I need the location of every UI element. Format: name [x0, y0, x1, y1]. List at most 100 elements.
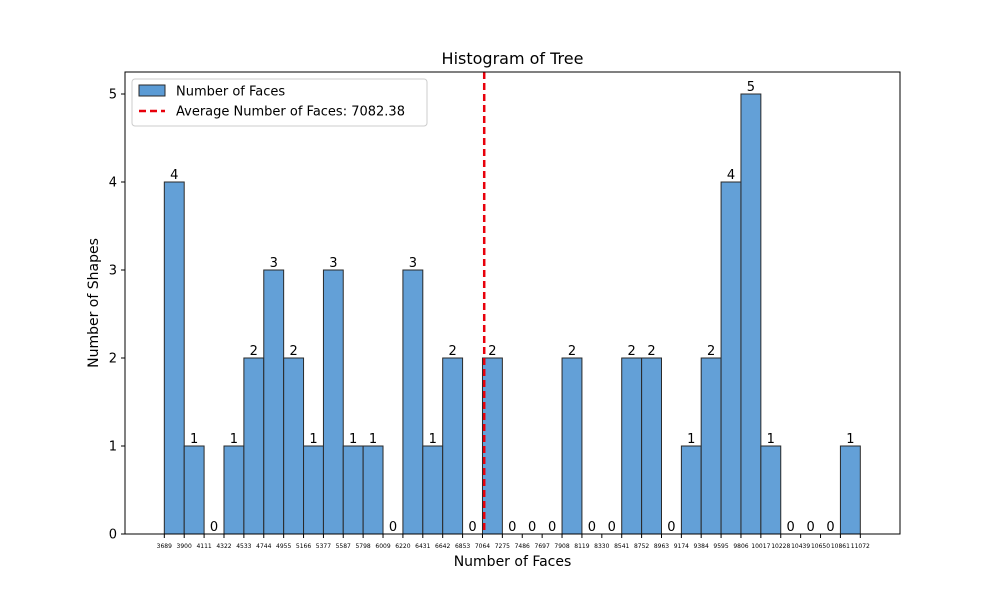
legend-bar-swatch: [138, 84, 166, 97]
bar-value-label: 3: [409, 256, 417, 271]
bar-value-label: 4: [727, 168, 735, 183]
x-tick-label: 10439: [791, 543, 810, 550]
x-tick-label: 7064: [475, 543, 490, 550]
bar-value-label: 0: [667, 520, 675, 535]
legend: Number of Faces Average Number of Faces:…: [131, 78, 428, 127]
x-tick-label: 3900: [177, 543, 192, 550]
bars-layer: [163, 93, 861, 535]
histogram-bar: [263, 269, 285, 535]
bar-value-label: 0: [806, 520, 814, 535]
x-tick-label: 9595: [713, 543, 728, 550]
bar-value-label: 3: [270, 256, 278, 271]
histogram-bar: [760, 445, 782, 535]
y-tick-label: 1: [109, 440, 117, 455]
x-tick-label: 6431: [415, 543, 430, 550]
histogram-bar: [303, 445, 324, 535]
x-tick-label: 10861: [831, 543, 850, 550]
x-tick-label: 6220: [395, 543, 410, 550]
bar-value-label: 0: [528, 520, 536, 535]
x-ticks-layer: 3689 3900 4111 4322 4533 4744 4955 5166 5377 5587…: [157, 534, 870, 550]
x-tick-label: 8330: [594, 543, 609, 550]
histogram-bar: [322, 269, 344, 535]
histogram-bar: [402, 269, 424, 535]
bar-value-label: 2: [707, 344, 715, 359]
x-tick-label: 10650: [811, 543, 830, 550]
histogram-bar: [163, 181, 185, 535]
bar-value-label: 5: [747, 80, 755, 95]
bar-value-label: 0: [588, 520, 596, 535]
bar-value-label: 0: [548, 520, 556, 535]
y-tick-label: 5: [109, 88, 117, 103]
legend-entry-bars: Number of Faces: [176, 85, 285, 100]
x-tick-label: 6642: [435, 543, 450, 550]
bar-value-label: 0: [826, 520, 834, 535]
x-tick-label: 9384: [694, 543, 709, 550]
bar-value-label: 1: [190, 432, 198, 447]
histogram-bar: [641, 357, 662, 535]
x-tick-label: 8752: [634, 543, 649, 550]
legend-entry-average: Average Number of Faces: 7082.38: [176, 105, 405, 120]
x-tick-label: 8541: [614, 543, 629, 550]
bar-value-label: 0: [508, 520, 516, 535]
x-tick-label: 5377: [316, 543, 331, 550]
x-tick-label: 7275: [495, 543, 510, 550]
x-tick-label: 5587: [336, 543, 351, 550]
x-tick-label: 9174: [674, 543, 689, 550]
y-tick-label: 0: [109, 528, 117, 543]
bar-value-label: 1: [846, 432, 854, 447]
bar-value-label: 0: [210, 520, 218, 535]
histogram-bar: [223, 445, 245, 535]
histogram-bar: [283, 357, 305, 535]
histogram-bar: [740, 93, 762, 535]
bar-value-label: 0: [389, 520, 397, 535]
bar-value-label: 3: [329, 256, 337, 271]
histogram-bar: [720, 181, 742, 535]
y-axis-label: Number of Shapes: [86, 238, 102, 368]
x-tick-label: 4533: [236, 543, 251, 550]
x-tick-label: 4955: [276, 543, 291, 550]
bar-value-label: 1: [230, 432, 238, 447]
x-tick-label: 9806: [733, 543, 748, 550]
bar-value-label: 2: [448, 344, 456, 359]
x-tick-label: 6853: [455, 543, 470, 550]
histogram-bar: [422, 445, 444, 535]
x-tick-label: 4322: [216, 543, 231, 550]
histogram-bar: [700, 357, 722, 535]
x-tick-label: 3689: [157, 543, 172, 550]
x-tick-label: 8119: [574, 543, 589, 550]
bar-value-label: 1: [369, 432, 377, 447]
bar-value-label: 2: [289, 344, 297, 359]
y-tick-label: 3: [109, 264, 117, 279]
bar-value-label: 0: [608, 520, 616, 535]
bar-value-label: 1: [767, 432, 775, 447]
histogram-bar: [442, 357, 464, 535]
x-tick-label: 5166: [296, 543, 311, 550]
histogram-bar: [680, 445, 702, 535]
bar-value-label: 1: [309, 432, 317, 447]
histogram-bar: [839, 445, 861, 535]
histogram-bar: [342, 445, 364, 535]
x-tick-label: 6009: [375, 543, 390, 550]
x-tick-label: 4111: [196, 543, 211, 550]
bar-value-label: 4: [170, 168, 178, 183]
x-tick-label: 11072: [851, 543, 870, 550]
y-tick-label: 4: [109, 176, 117, 191]
bar-value-label: 1: [687, 432, 695, 447]
bar-value-label: 2: [628, 344, 636, 359]
bar-value-label: 2: [488, 344, 496, 359]
x-tick-label: 8963: [654, 543, 669, 550]
legend-box: [131, 78, 428, 127]
x-tick-label: 10017: [751, 543, 770, 550]
x-tick-label: 7908: [554, 543, 569, 550]
x-tick-label: 4744: [256, 543, 271, 550]
histogram-bar: [481, 357, 503, 535]
bar-value-label: 2: [250, 344, 258, 359]
bar-value-label: 1: [429, 432, 437, 447]
histogram-bar: [183, 445, 205, 535]
bar-value-label: 2: [568, 344, 576, 359]
y-ticks-layer: 0 1 2 3 4 5: [109, 88, 125, 543]
bar-value-label: 0: [468, 520, 476, 535]
